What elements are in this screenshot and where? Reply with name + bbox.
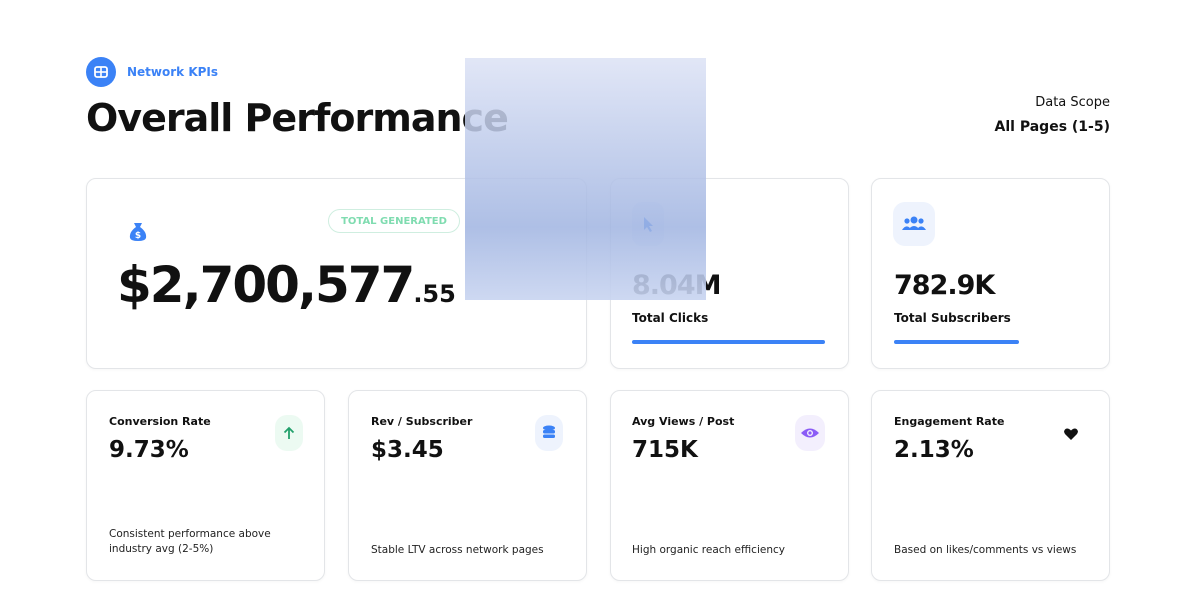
hero-amount: $2,700,577.55 [117,256,456,314]
scope-label: Data Scope [1035,95,1110,110]
heart-icon [1064,428,1078,440]
kpi-note: High organic reach efficiency [632,544,785,556]
kpi-note: Consistent performance above industry av… [109,528,271,555]
up-icon [275,415,303,451]
kpi-card [871,390,1110,581]
stat-label: Total Clicks [632,311,709,325]
coins-icon [535,415,563,451]
amount-cents: .55 [413,280,456,308]
kpi-label: Engagement Rate [894,415,1005,428]
amount-main: $2,700,577 [117,256,415,314]
progress-bar [894,340,1020,344]
eye-icon [795,415,825,451]
page-title: Overall Performance [86,96,509,140]
money-icon: $ [129,223,147,241]
progress-bar [632,340,825,344]
svg-text:$: $ [135,231,141,241]
badge-icon [86,57,116,87]
kpi-value: 9.73% [109,437,189,463]
kpi-note: Based on likes/comments vs views [894,544,1077,556]
kpi-value: 715K [632,437,698,463]
subscribers-icon [893,202,935,246]
kpi-label: Rev / Subscriber [371,415,473,428]
kpi-value: $3.45 [371,437,444,463]
overlay [465,58,706,300]
kpi-label: Conversion Rate [109,415,211,428]
stat-value: 782.9K [894,270,995,301]
kpi-label: Avg Views / Post [632,415,735,428]
kpi-note: Stable LTV across network pages [371,544,544,556]
kpi-value: 2.13% [894,437,974,463]
stat-label: Total Subscribers [894,311,1011,325]
badge: Network KPIs [127,65,219,79]
hero-tag: TOTAL GENERATED [328,209,460,233]
scope-value: All Pages (1-5) [994,119,1110,135]
